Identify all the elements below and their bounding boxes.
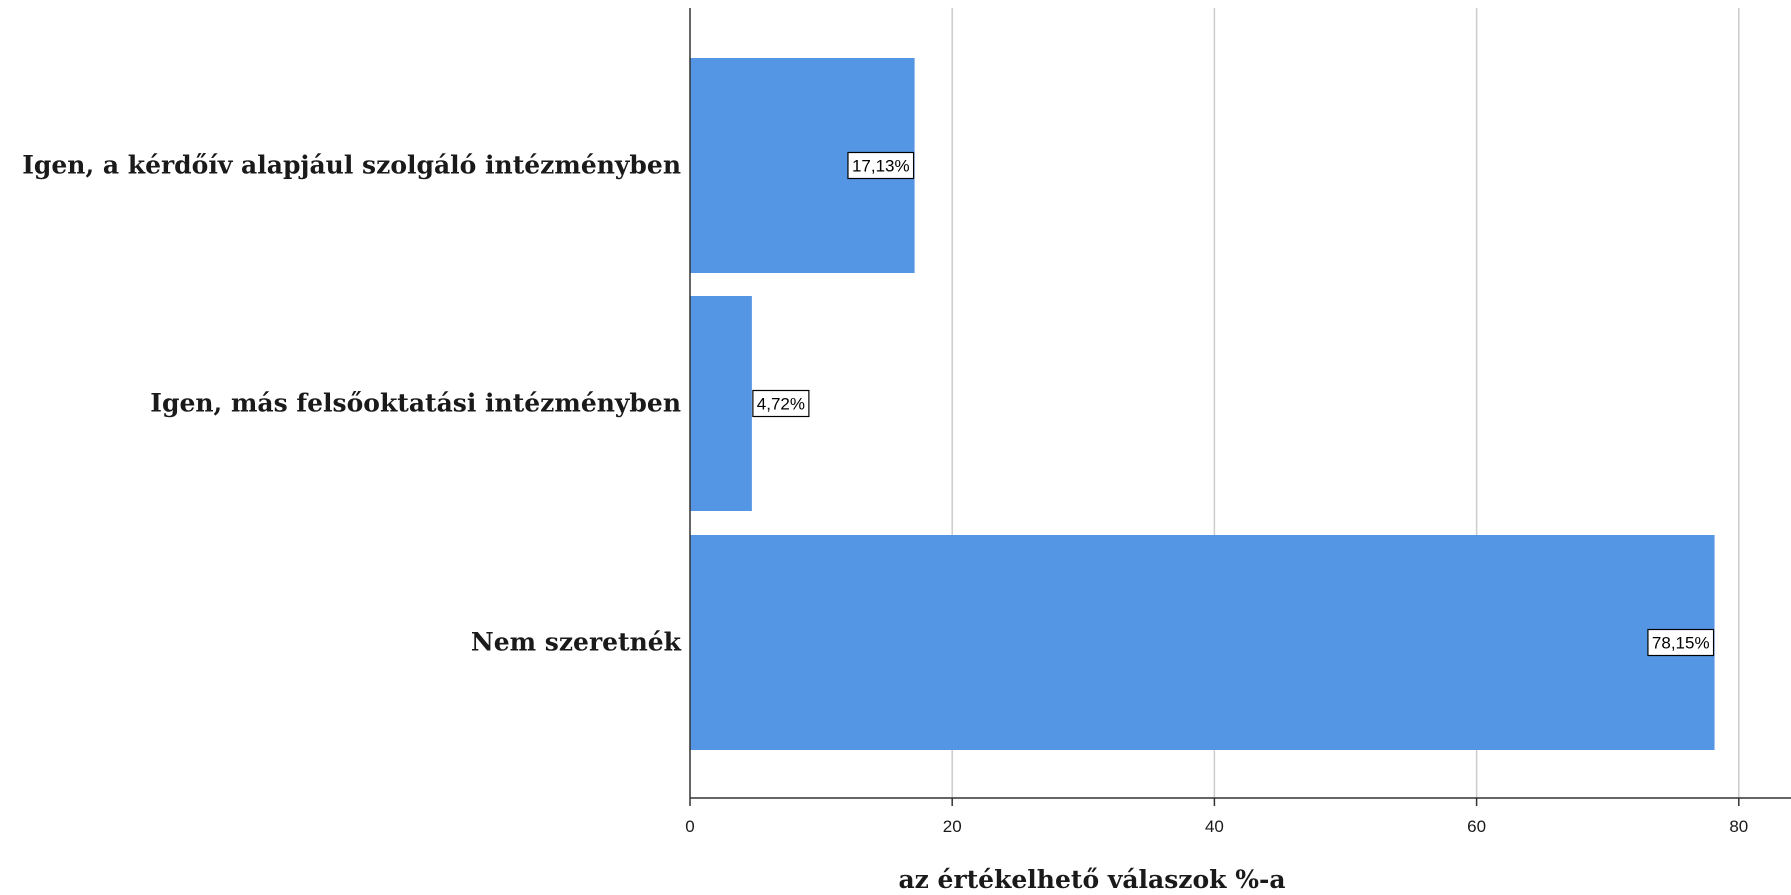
- x-tick-label: 20: [943, 817, 962, 836]
- x-tick-label: 60: [1467, 817, 1486, 836]
- data-label: 17,13%: [852, 157, 910, 176]
- data-label: 78,15%: [1652, 634, 1710, 653]
- bars: [690, 58, 1715, 750]
- x-tick-label: 80: [1729, 817, 1748, 836]
- category-label: Igen, a kérdőív alapjául szolgáló intézm…: [22, 151, 681, 180]
- bar: [690, 535, 1715, 750]
- x-tick-label: 0: [685, 817, 694, 836]
- category-labels: Igen, a kérdőív alapjául szolgáló intézm…: [22, 151, 681, 657]
- data-label-box: [847, 151, 915, 180]
- data-label: 4,72%: [757, 395, 805, 414]
- axes: [689, 8, 1791, 806]
- category-label: Nem szeretnék: [471, 628, 682, 657]
- data-label-box: [752, 389, 810, 418]
- category-label: Igen, más felsőoktatási intézményben: [150, 389, 681, 418]
- x-tick-label: 40: [1205, 817, 1224, 836]
- bar: [690, 296, 752, 511]
- data-labels: 17,13% 4,72% 78,15%: [752, 151, 1715, 657]
- tick-labels: 0 20 40 60 80: [685, 817, 1748, 836]
- x-axis-title: az értékelhető válaszok %-a: [898, 865, 1285, 894]
- data-label-box: [1647, 628, 1715, 657]
